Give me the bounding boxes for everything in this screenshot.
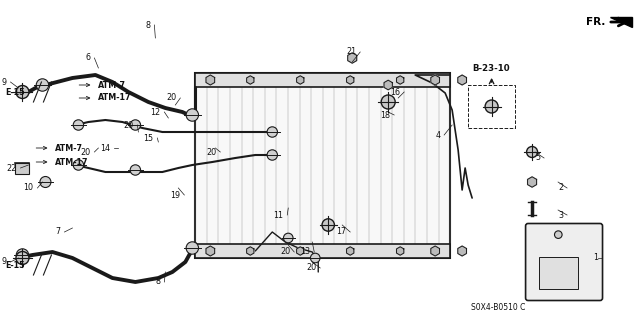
Circle shape (186, 109, 198, 121)
Polygon shape (527, 177, 536, 187)
Bar (468, 85, 515, 128)
Circle shape (186, 242, 198, 254)
Text: 17: 17 (336, 228, 346, 236)
Text: 5: 5 (535, 154, 540, 163)
Polygon shape (296, 247, 304, 255)
Text: 20: 20 (306, 263, 316, 273)
Text: 10: 10 (24, 183, 33, 193)
Text: 1: 1 (593, 253, 598, 262)
Polygon shape (431, 75, 440, 85)
Polygon shape (347, 247, 354, 255)
Circle shape (73, 160, 84, 170)
Polygon shape (206, 75, 214, 85)
Polygon shape (397, 76, 404, 84)
Polygon shape (296, 76, 304, 84)
Text: 22: 22 (6, 164, 17, 172)
Polygon shape (458, 75, 467, 85)
Polygon shape (458, 246, 467, 256)
Polygon shape (206, 246, 214, 256)
Text: 14: 14 (100, 143, 110, 153)
Text: ATM-7: ATM-7 (56, 143, 83, 153)
Text: B-23-10: B-23-10 (472, 63, 509, 73)
Bar (539, 257, 579, 289)
Polygon shape (347, 76, 354, 84)
Text: 6: 6 (85, 53, 90, 62)
Text: 4: 4 (435, 131, 440, 140)
Circle shape (16, 249, 29, 261)
Text: 16: 16 (390, 87, 400, 97)
Circle shape (284, 233, 293, 243)
Text: 2: 2 (558, 183, 563, 193)
Text: ATM-17: ATM-17 (56, 157, 89, 166)
Text: 12: 12 (150, 108, 161, 116)
Text: 20: 20 (80, 148, 90, 156)
Polygon shape (610, 17, 632, 27)
Circle shape (130, 120, 141, 130)
Text: 11: 11 (273, 211, 284, 220)
Text: 8: 8 (145, 20, 150, 29)
Text: 8: 8 (156, 277, 161, 286)
Text: 20: 20 (124, 121, 133, 130)
Text: 15: 15 (143, 133, 154, 142)
Polygon shape (246, 247, 254, 255)
Text: E-15: E-15 (6, 87, 25, 97)
Circle shape (527, 147, 538, 157)
Bar (15, 163, 29, 173)
Polygon shape (348, 53, 356, 63)
Text: 9: 9 (1, 77, 6, 86)
Polygon shape (397, 247, 404, 255)
Circle shape (267, 127, 278, 137)
Circle shape (36, 79, 49, 91)
Circle shape (16, 252, 29, 265)
Text: S0X4-B0510 C: S0X4-B0510 C (471, 303, 525, 313)
Text: E-15: E-15 (6, 260, 25, 269)
Circle shape (40, 177, 51, 188)
Polygon shape (246, 76, 254, 84)
Circle shape (267, 150, 278, 160)
Text: 18: 18 (380, 110, 390, 119)
Text: 13: 13 (300, 247, 310, 257)
Text: 3: 3 (558, 211, 563, 220)
Text: 21: 21 (346, 47, 356, 57)
Circle shape (130, 165, 141, 175)
Text: 7: 7 (55, 228, 60, 236)
Text: ATM-17: ATM-17 (99, 93, 132, 102)
Polygon shape (431, 246, 440, 256)
Circle shape (16, 85, 29, 99)
Text: 20: 20 (280, 247, 291, 257)
Text: 9: 9 (1, 258, 6, 267)
Circle shape (310, 253, 320, 263)
Text: 20: 20 (166, 93, 177, 102)
Circle shape (381, 95, 395, 109)
Bar (195, 73, 450, 258)
Circle shape (554, 231, 562, 238)
Text: 20: 20 (206, 148, 216, 156)
Circle shape (73, 120, 84, 130)
Text: ATM-7: ATM-7 (99, 81, 127, 90)
Text: FR.: FR. (586, 17, 605, 27)
Circle shape (485, 100, 498, 113)
Text: 19: 19 (170, 190, 180, 199)
FancyBboxPatch shape (525, 223, 602, 300)
Bar (195, 244, 450, 258)
Bar (195, 73, 450, 87)
Polygon shape (384, 80, 392, 90)
Circle shape (322, 219, 335, 231)
